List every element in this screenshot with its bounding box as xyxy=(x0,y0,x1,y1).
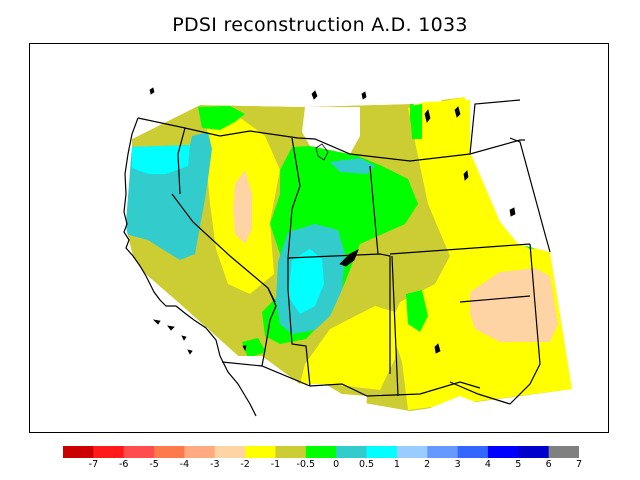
border-co-ks xyxy=(389,243,531,255)
legend-tick-label: -6 xyxy=(118,459,129,470)
border-id-mt xyxy=(287,137,301,259)
legend-swatch xyxy=(336,446,368,458)
legend-swatch xyxy=(63,446,94,458)
border-ok xyxy=(459,295,531,303)
field-mild-dry-south xyxy=(300,306,402,390)
legend-swatch xyxy=(548,446,579,458)
baja-coast xyxy=(219,355,257,417)
legend-swatch xyxy=(275,446,307,458)
border-tx xyxy=(449,243,541,405)
mask-east xyxy=(550,195,608,391)
island-baja xyxy=(242,345,247,352)
gsl xyxy=(339,249,359,267)
legend-tick-label: 5 xyxy=(515,459,522,470)
mask-north xyxy=(132,44,608,252)
mask-ne-region xyxy=(470,140,525,244)
lake-6 xyxy=(463,170,469,181)
legend-bar xyxy=(63,446,579,458)
legend-swatch xyxy=(123,446,155,458)
coastline xyxy=(123,117,221,357)
legend-tick-label: 2 xyxy=(424,459,431,470)
legend-swatch xyxy=(214,446,246,458)
legend-swatch xyxy=(518,446,550,458)
legend-swatch xyxy=(487,446,519,458)
legend-tick-label: -1 xyxy=(270,459,281,470)
mask-top-right xyxy=(410,80,442,106)
field-near-normal-east xyxy=(406,290,428,332)
pdsi-map xyxy=(30,44,608,432)
field-moderate-dry-west xyxy=(233,170,252,244)
lake-7 xyxy=(509,207,516,217)
color-legend: -7 -6 -5 -4 -3 -2 -1 -0.5 0 0.5 1 2 3 4 5 6 7 xyxy=(63,446,582,470)
legend-swatch xyxy=(245,446,276,458)
lake-5 xyxy=(454,106,461,118)
boundaries xyxy=(137,99,551,405)
legend-swatch xyxy=(184,446,216,458)
field-wet-moderate-nw xyxy=(132,145,190,174)
legend-tick-label: 1 xyxy=(393,459,400,470)
border-az-ca xyxy=(261,287,277,367)
legend-tick-label: -2 xyxy=(240,459,250,470)
border-or-id xyxy=(177,127,186,195)
lake-2 xyxy=(311,90,318,100)
lake-1 xyxy=(315,143,329,161)
legend-tick-label: -5 xyxy=(149,459,159,470)
mask-top-center xyxy=(302,107,360,154)
lake-8 xyxy=(434,343,441,354)
field-near-normal-nw xyxy=(198,106,245,130)
border-ne2 xyxy=(509,137,551,253)
lake-3 xyxy=(361,91,367,100)
field-moderate-dry-east xyxy=(470,268,558,342)
legend-swatch xyxy=(457,446,489,458)
legend-tick-label: -0.5 xyxy=(296,459,316,470)
map-frame xyxy=(29,43,609,433)
island-sd-1 xyxy=(152,319,161,325)
page-title: PDSI reconstruction A.D. 1033 xyxy=(172,14,468,36)
border-ut-co xyxy=(287,253,391,374)
field-near-normal-sw xyxy=(242,338,266,358)
border-ut-west xyxy=(287,288,311,387)
mask-mexico xyxy=(230,356,608,432)
legend-swatch xyxy=(366,446,398,458)
border-ne xyxy=(469,99,521,155)
border-wy xyxy=(369,165,379,255)
border-canada xyxy=(137,117,525,162)
legend-swatch xyxy=(154,446,185,458)
legend-swatch xyxy=(396,446,428,458)
legend-tick-label: 6 xyxy=(545,459,552,470)
border-az-nm xyxy=(391,255,399,397)
legend-swatch xyxy=(93,446,125,458)
islands-lakes xyxy=(149,87,516,355)
island-1 xyxy=(149,87,155,95)
field-wet-moderate-center xyxy=(288,249,324,314)
legend-tick-label: 0.5 xyxy=(358,459,375,470)
island-sd-2 xyxy=(167,325,175,331)
field-near-normal-ne-strip xyxy=(410,104,422,139)
legend-labels: -7 -6 -5 -4 -3 -2 -1 -0.5 0 0.5 1 2 3 4 5 6 7 xyxy=(63,459,583,473)
legend-tick-label: -7 xyxy=(88,459,99,470)
mask-ocean xyxy=(30,44,258,432)
legend-tick-label: 7 xyxy=(575,459,583,470)
island-sd-4 xyxy=(187,349,193,355)
legend-tick-label: -4 xyxy=(179,459,190,470)
legend-tick-label: 4 xyxy=(484,459,491,470)
legend-tick-label: 0 xyxy=(333,459,340,470)
legend-tick-label: 3 xyxy=(454,459,461,470)
legend-tick-label: -3 xyxy=(210,459,220,470)
lake-4 xyxy=(424,109,431,123)
legend-swatch xyxy=(427,446,459,458)
field-wet-mild-north xyxy=(330,158,375,174)
legend-swatch xyxy=(305,446,337,458)
island-sd-3 xyxy=(181,335,187,341)
